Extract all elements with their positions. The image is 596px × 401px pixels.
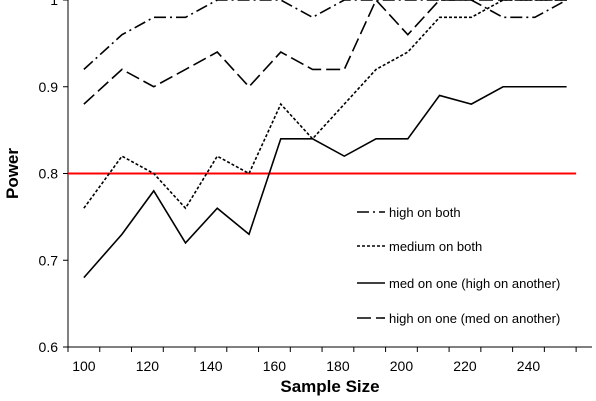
x-tick-label: 220 [453,358,477,374]
legend-label-3: med on one (high on another) [389,276,560,291]
y-tick-label: 1 [50,0,58,8]
legend-label-4: high on one (med on another) [389,311,560,326]
y-tick-label: 0.9 [39,79,59,95]
legend-label-1: high on both [389,205,461,220]
series-line-4 [83,0,567,105]
y-tick-label: 0.7 [39,252,59,268]
y-tick-label: 0.8 [39,166,59,182]
y-tick-label: 0.6 [39,339,59,355]
series-line-1 [83,0,567,70]
y-axis-title: Power [3,148,22,199]
x-tick-label: 240 [517,358,541,374]
x-tick-label: 100 [72,358,96,374]
series-layer [83,0,567,279]
x-tick-label: 120 [136,358,160,374]
legend-label-2: medium on both [389,239,482,254]
y-axis: 0.6 0.7 0.8 0.9 1 [39,0,68,355]
x-tick-label: 180 [326,358,350,374]
legend: high on both medium on both med on one (hi… [357,205,560,326]
x-tick-label: 140 [199,358,223,374]
series-line-2 [83,0,567,210]
series-line-3 [83,85,567,279]
x-axis-title: Sample Size [280,377,379,396]
x-tick-label: 160 [263,358,287,374]
x-tick-label: 200 [390,358,414,374]
x-axis: 100 120 140 160 180 200 220 240 [67,347,577,374]
